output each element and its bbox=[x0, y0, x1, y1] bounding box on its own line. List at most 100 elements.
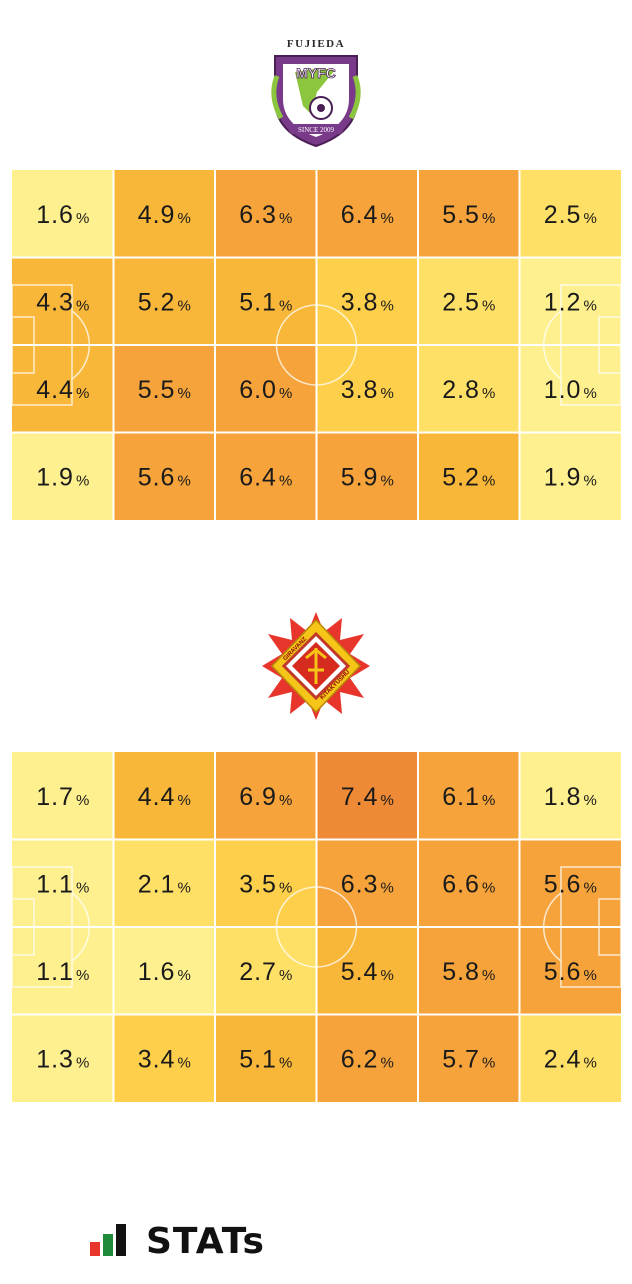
away-heatmap-svg: 1.7% 4.4% 6.9% 7.4% 6.1% 1.8 % 1.1% 2.1% 3.5% 6.3%… bbox=[12, 752, 621, 1102]
stats-logo: STATs bbox=[88, 1221, 264, 1262]
heatmap-cell bbox=[519, 432, 621, 520]
heatmap-cell-label: 2.7% bbox=[239, 958, 292, 986]
heatmap-cell-label: 3.8% bbox=[341, 288, 394, 316]
heatmap-cell bbox=[519, 170, 621, 258]
heatmap-cell bbox=[215, 839, 317, 927]
heatmap-cell bbox=[418, 839, 520, 927]
heatmap-cell-label: 2.1% bbox=[138, 870, 191, 898]
heatmap-cell-label: 4.9% bbox=[138, 201, 191, 229]
heatmap-cell-label: 1.6% bbox=[36, 201, 89, 229]
heatmap-cell-label: 1.9% bbox=[36, 463, 89, 491]
heatmap-cell-label: 1.0% bbox=[544, 376, 597, 404]
heatmap-cell bbox=[418, 432, 520, 520]
heatmap-cell-label: 1.3% bbox=[36, 1045, 89, 1073]
heatmap-cell bbox=[12, 752, 114, 840]
heatmap-cell-label: 4.4% bbox=[138, 783, 191, 811]
heatmap-cell-label: 6.2% bbox=[341, 1045, 394, 1073]
heatmap-cell bbox=[113, 927, 215, 1015]
heatmap-cell bbox=[12, 1014, 114, 1102]
heatmap-cell bbox=[316, 432, 418, 520]
heatmap-cell bbox=[316, 345, 418, 433]
heatmap-cell-label: 5.5% bbox=[442, 201, 495, 229]
home-crest-mid-text: MYFC bbox=[296, 65, 336, 81]
heatmap-cell bbox=[215, 170, 317, 258]
heatmap-cell bbox=[519, 752, 621, 840]
stats-logo-icon bbox=[90, 1224, 126, 1256]
heatmap-cell-label: 5.5% bbox=[138, 376, 191, 404]
heatmap-cell bbox=[215, 257, 317, 345]
heatmap-cell-label: 2.4% bbox=[544, 1045, 597, 1073]
away-team-crest: GIRAVANZ KITAKYUSHU bbox=[0, 610, 632, 722]
heatmap-cell-label: 6.0% bbox=[239, 376, 292, 404]
heatmap-cell bbox=[316, 927, 418, 1015]
heatmap-cell-label: 6.1% bbox=[442, 783, 495, 811]
heatmap-grid bbox=[12, 170, 621, 520]
heatmap-cell-label: 5.2% bbox=[442, 463, 495, 491]
heatmap-cell-label: 5.1% bbox=[239, 288, 292, 316]
heatmap-cell bbox=[113, 432, 215, 520]
heatmap-cell bbox=[215, 345, 317, 433]
heatmap-cell bbox=[113, 257, 215, 345]
stats-logo-text: STATs bbox=[146, 1221, 265, 1262]
heatmap-cell-label: 6.3% bbox=[239, 201, 292, 229]
heatmap-cell-label: 1.1% bbox=[36, 870, 89, 898]
heatmap-cell-label: 6.4% bbox=[239, 463, 292, 491]
heatmap-cell-label: 1.7% bbox=[36, 783, 89, 811]
heatmap-cell-label: 6.6% bbox=[442, 870, 495, 898]
heatmap-cell bbox=[113, 345, 215, 433]
heatmap-cell-label: 2.5% bbox=[442, 288, 495, 316]
home-crest-icon: FUJIEDA MYFC SINCE 2009 bbox=[271, 38, 361, 148]
home-crest-top-text: FUJIEDA bbox=[287, 38, 345, 50]
heatmap-cell-label: 5.9% bbox=[341, 463, 394, 491]
heatmap-cell-label: 6.4% bbox=[341, 201, 394, 229]
heatmap-cell bbox=[12, 839, 114, 927]
away-crest-icon: GIRAVANZ KITAKYUSHU bbox=[262, 612, 370, 720]
heatmap-cell bbox=[215, 1014, 317, 1102]
home-team-crest: FUJIEDA MYFC SINCE 2009 bbox=[0, 36, 632, 148]
heatmap-cell-label: 2.8% bbox=[442, 376, 495, 404]
heatmap-cell-label: 3.5% bbox=[239, 870, 292, 898]
heatmap-cell bbox=[519, 927, 621, 1015]
heatmap-cell bbox=[215, 927, 317, 1015]
heatmap-cell bbox=[418, 927, 520, 1015]
heatmap-cell bbox=[519, 1014, 621, 1102]
heatmap-cell-label: 5.8% bbox=[442, 958, 495, 986]
heatmap-cell bbox=[12, 170, 114, 258]
heatmap-cell-label: 4.4% bbox=[36, 376, 89, 404]
heatmap-cell-label: 5.4% bbox=[341, 958, 394, 986]
heatmap-cell bbox=[113, 170, 215, 258]
heatmap-cell bbox=[113, 1014, 215, 1102]
heatmap-cell bbox=[12, 927, 114, 1015]
heatmap-cell bbox=[12, 432, 114, 520]
heatmap-cell-label: 6.3% bbox=[341, 870, 394, 898]
heatmap-cell-label: 5.6% bbox=[544, 870, 597, 898]
heatmap-cell-label: 1.2% bbox=[544, 288, 597, 316]
home-heatmap-svg: 1.6% 4.9% 6.3% 6.4% 5.5% 2.5 % 4.3% 5.2% 5.1% 3.8%… bbox=[12, 170, 621, 520]
heatmap-cell-label: 7.4% bbox=[341, 783, 394, 811]
heatmap-cell-label: 1.1% bbox=[36, 958, 89, 986]
heatmap-grid bbox=[12, 752, 621, 1102]
heatmap-cell bbox=[519, 839, 621, 927]
heatmap-cell bbox=[215, 752, 317, 840]
home-heatmap: 1.6% 4.9% 6.3% 6.4% 5.5% 2.5% 4.3% 5.2% 5.1% 3.8%… bbox=[12, 170, 621, 520]
heatmap-cell bbox=[316, 257, 418, 345]
heatmap-cell-label: 1.9% bbox=[544, 463, 597, 491]
heatmap-cell bbox=[418, 345, 520, 433]
heatmap-cell bbox=[418, 752, 520, 840]
heatmap-cell bbox=[519, 257, 621, 345]
heatmap-cell bbox=[316, 752, 418, 840]
heatmap-cell bbox=[418, 257, 520, 345]
heatmap-cell bbox=[12, 345, 114, 433]
heatmap-cell bbox=[215, 432, 317, 520]
heatmap-cell bbox=[418, 1014, 520, 1102]
heatmap-cell-label: 5.7% bbox=[442, 1045, 495, 1073]
heatmap-cell bbox=[418, 170, 520, 258]
heatmap-cell bbox=[12, 257, 114, 345]
heatmap-cell bbox=[316, 1014, 418, 1102]
heatmap-cell-label: 4.3% bbox=[36, 288, 89, 316]
heatmap-cell-label: 5.6% bbox=[138, 463, 191, 491]
heatmap-cell bbox=[113, 752, 215, 840]
heatmap-cell-label: 6.9% bbox=[239, 783, 292, 811]
heatmap-cell-label: 5.6% bbox=[544, 958, 597, 986]
heatmap-cell-label: 5.2% bbox=[138, 288, 191, 316]
